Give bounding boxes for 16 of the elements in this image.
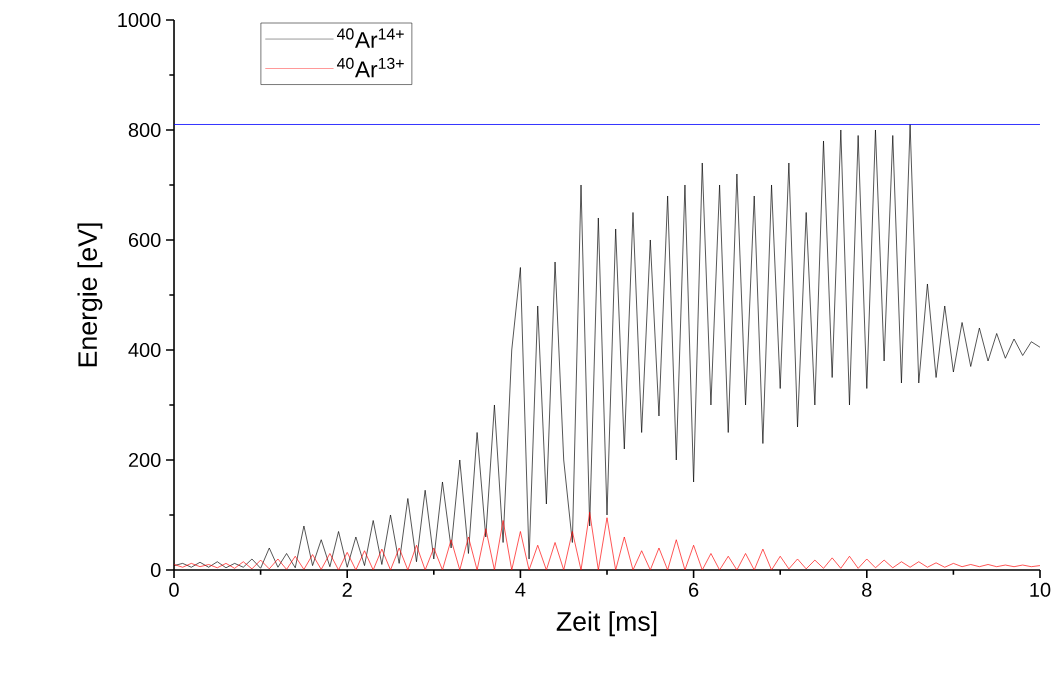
x-tick-label: 0 bbox=[169, 582, 179, 597]
y-tick-label: 400 bbox=[128, 342, 161, 358]
x-tick-label: 4 bbox=[515, 582, 526, 597]
x-tick-label: 8 bbox=[862, 582, 872, 597]
legend-label: $^{40}$Ar$^{14+}$ bbox=[336, 28, 404, 48]
y-axis-title: Energie [eV] bbox=[77, 223, 103, 367]
x-axis-title: Zeit [ms] bbox=[556, 611, 657, 637]
y-tick-label: 1000 bbox=[118, 12, 161, 28]
x-tick-label: 10 bbox=[1030, 582, 1051, 597]
y-tick-label: 800 bbox=[128, 122, 161, 138]
x-tick-label: 2 bbox=[342, 582, 352, 597]
y-tick-label: 0 bbox=[150, 562, 161, 578]
y-tick-label: 600 bbox=[128, 232, 161, 248]
legend-label: $^{40}$Ar$^{13+}$ bbox=[336, 57, 404, 78]
x-tick-label: 6 bbox=[689, 582, 699, 597]
y-tick-label: 200 bbox=[128, 452, 161, 468]
